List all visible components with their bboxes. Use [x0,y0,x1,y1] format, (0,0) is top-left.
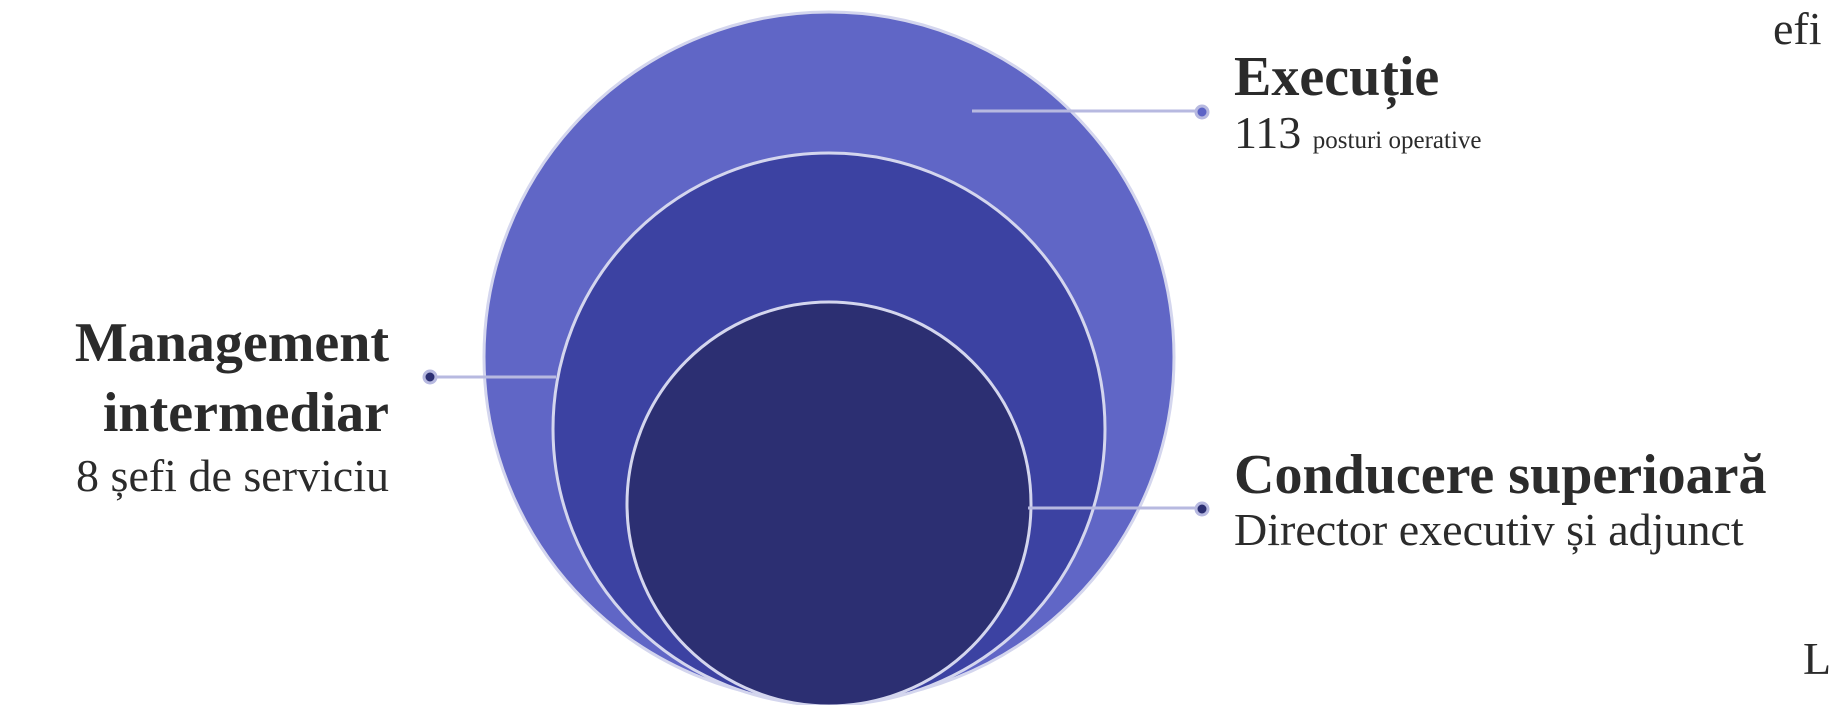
management-title-line2: intermediar [102,382,389,444]
executie-title: Execuție [1234,46,1440,108]
circle-conducere-superioara [625,300,1033,705]
executie-detail: 113 posturi operative [1234,106,1482,168]
label-conducere-superioara: Conducere superioară Director executiv ș… [1234,446,1767,556]
executie-count-unit: posturi operative [1312,127,1482,154]
executie-count: 113 [1234,107,1302,158]
conducere-detail: Director executiv și adjunct [1234,504,1744,555]
leader-dot-management [422,369,438,385]
label-management-intermediar: Management intermediar 8 șefi de servici… [75,308,389,504]
label-executie: Execuție 113 posturi operative [1234,48,1482,168]
cropped-text-top-right: efi [1773,3,1822,54]
management-detail: 8 șefi de serviciu [76,450,389,501]
leader-dot-conducere [1194,501,1210,517]
cropped-text-bottom-right: L [1803,633,1832,684]
leader-dot-executie [1194,104,1210,120]
management-title-line1: Management [74,312,389,374]
conducere-title: Conducere superioară [1234,444,1767,506]
